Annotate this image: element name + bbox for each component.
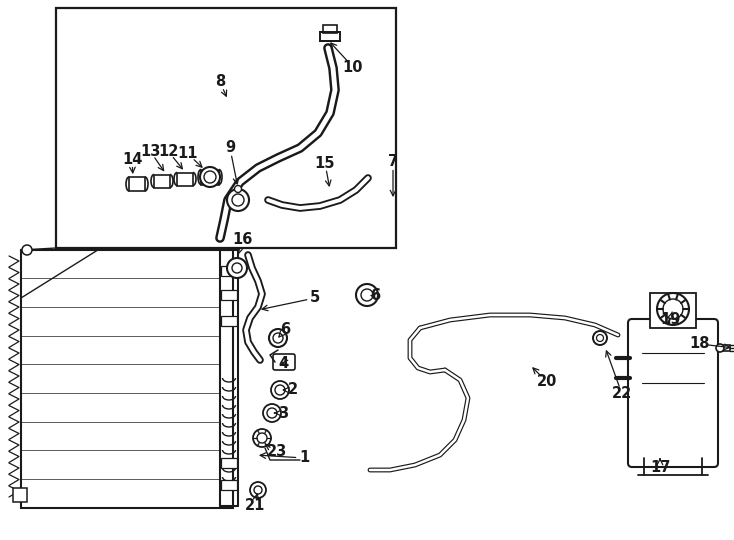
Text: 7: 7: [388, 154, 398, 170]
Text: 12: 12: [158, 144, 178, 159]
Circle shape: [593, 331, 607, 345]
Circle shape: [227, 258, 247, 278]
Text: 10: 10: [343, 59, 363, 75]
Bar: [177, 173, 193, 186]
Text: 22: 22: [612, 387, 632, 402]
Circle shape: [657, 293, 689, 325]
Text: 14: 14: [122, 152, 142, 166]
Bar: [320, 32, 340, 41]
Bar: [221, 458, 237, 468]
Text: 19: 19: [660, 313, 680, 327]
Bar: [221, 480, 237, 490]
Text: 2: 2: [288, 382, 298, 397]
Bar: [221, 290, 237, 300]
Text: 21: 21: [245, 497, 265, 512]
FancyBboxPatch shape: [273, 354, 295, 370]
Bar: [129, 177, 145, 191]
Circle shape: [234, 186, 241, 192]
Bar: [323, 25, 337, 33]
Circle shape: [716, 344, 724, 352]
Bar: [56, 8, 396, 248]
Text: 6: 6: [280, 322, 290, 338]
Circle shape: [227, 189, 249, 211]
Text: 9: 9: [225, 140, 235, 156]
Circle shape: [250, 482, 266, 498]
Text: 4: 4: [278, 355, 288, 370]
Bar: [221, 266, 237, 276]
FancyBboxPatch shape: [628, 319, 718, 467]
Text: 15: 15: [315, 156, 335, 171]
Text: 18: 18: [690, 336, 711, 352]
Circle shape: [269, 329, 287, 347]
Text: 8: 8: [215, 75, 225, 90]
Bar: [718, 345, 730, 351]
Text: 20: 20: [537, 375, 557, 389]
Circle shape: [253, 429, 271, 447]
Bar: [13, 488, 27, 502]
Bar: [650, 293, 696, 328]
Bar: [221, 316, 237, 326]
Text: 11: 11: [178, 146, 198, 161]
Text: 6: 6: [370, 288, 380, 303]
Circle shape: [263, 404, 281, 422]
Text: 5: 5: [310, 291, 320, 306]
Circle shape: [356, 284, 378, 306]
Text: 13: 13: [139, 144, 160, 159]
Text: 23: 23: [267, 444, 287, 460]
Text: 17: 17: [650, 461, 670, 476]
Circle shape: [271, 381, 289, 399]
Circle shape: [200, 167, 220, 187]
Text: 3: 3: [278, 406, 288, 421]
Text: 1: 1: [299, 450, 309, 465]
Bar: [201, 170, 219, 185]
Bar: [154, 175, 170, 188]
Text: 16: 16: [232, 233, 252, 247]
Circle shape: [22, 245, 32, 255]
Bar: [21, 250, 233, 508]
